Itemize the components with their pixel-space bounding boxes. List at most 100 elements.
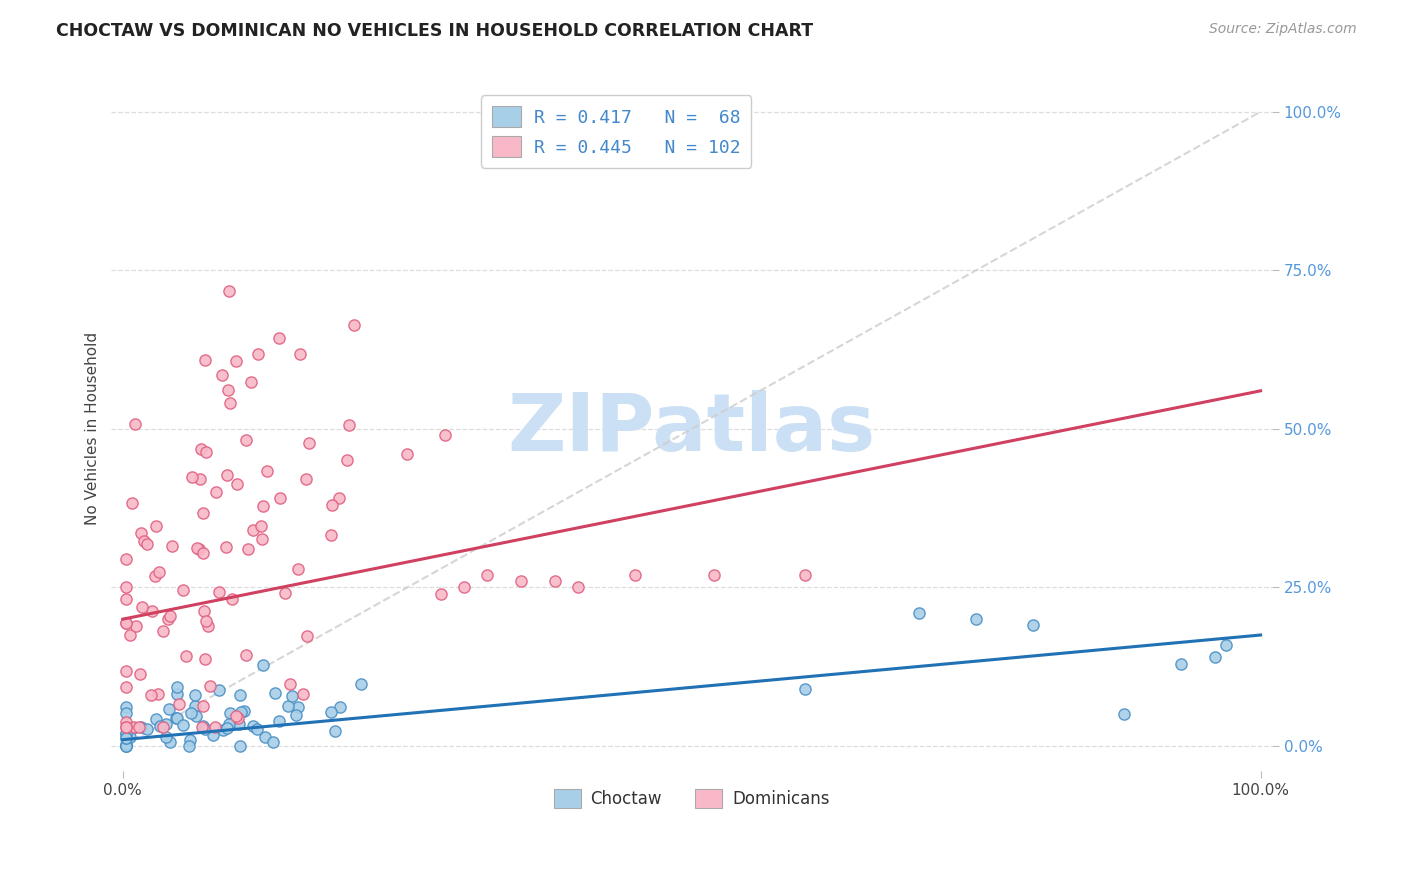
Point <box>122 721 145 735</box>
Point <box>336 453 359 467</box>
Point <box>115 664 138 678</box>
Point <box>115 551 138 566</box>
Point <box>794 681 817 696</box>
Point <box>115 720 138 734</box>
Point <box>298 436 321 450</box>
Point <box>273 586 295 600</box>
Point <box>284 708 307 723</box>
Legend: Choctaw, Dominicans: Choctaw, Dominicans <box>547 782 837 814</box>
Point <box>159 735 181 749</box>
Point <box>195 445 218 459</box>
Point <box>204 720 226 734</box>
Point <box>131 720 153 734</box>
Point <box>242 719 264 733</box>
Point <box>239 375 262 389</box>
Point <box>194 352 217 367</box>
Point <box>115 739 138 753</box>
Point <box>174 648 197 663</box>
Point <box>217 721 239 735</box>
Point <box>115 726 138 740</box>
Point <box>329 700 352 714</box>
Point <box>195 614 218 628</box>
Point <box>115 739 138 753</box>
Point <box>232 704 254 718</box>
Point <box>155 717 177 731</box>
Point <box>226 476 249 491</box>
Point <box>205 484 228 499</box>
Point <box>165 711 187 725</box>
Point <box>277 698 299 713</box>
Point <box>328 491 350 505</box>
Point <box>136 722 159 736</box>
Point <box>343 318 366 332</box>
Point <box>1112 707 1135 722</box>
Point <box>221 592 243 607</box>
Point <box>211 723 233 737</box>
Point <box>166 687 188 701</box>
Point <box>115 706 138 720</box>
Point <box>145 712 167 726</box>
Point <box>267 331 290 345</box>
Point <box>350 677 373 691</box>
Point <box>235 648 257 662</box>
Point <box>198 680 221 694</box>
Point <box>290 347 312 361</box>
Point <box>139 689 162 703</box>
Point <box>115 714 138 729</box>
Point <box>226 711 249 725</box>
Point <box>194 651 217 665</box>
Point <box>122 720 145 734</box>
Point <box>247 347 270 361</box>
Point <box>319 705 342 719</box>
Point <box>136 537 159 551</box>
Point <box>197 618 219 632</box>
Text: ZIPatlas: ZIPatlas <box>508 390 876 468</box>
Point <box>190 472 212 486</box>
Point <box>191 546 214 560</box>
Point <box>181 470 204 484</box>
Point <box>246 722 269 736</box>
Point <box>453 581 475 595</box>
Point <box>132 534 155 549</box>
Point <box>217 383 239 397</box>
Text: CHOCTAW VS DOMINICAN NO VEHICLES IN HOUSEHOLD CORRELATION CHART: CHOCTAW VS DOMINICAN NO VEHICLES IN HOUS… <box>56 22 813 40</box>
Point <box>184 699 207 714</box>
Point <box>124 417 146 432</box>
Point <box>115 592 138 607</box>
Point <box>143 569 166 583</box>
Point <box>131 599 153 614</box>
Point <box>193 604 215 618</box>
Point <box>179 732 201 747</box>
Point <box>291 687 314 701</box>
Y-axis label: No Vehicles in Household: No Vehicles in Household <box>86 333 100 525</box>
Point <box>215 468 238 483</box>
Point <box>115 720 138 734</box>
Point <box>225 354 247 368</box>
Point <box>262 735 284 749</box>
Point <box>235 433 257 447</box>
Point <box>222 712 245 726</box>
Point <box>295 629 318 643</box>
Point <box>172 582 194 597</box>
Point <box>191 719 214 733</box>
Point <box>125 619 148 633</box>
Point <box>567 581 589 595</box>
Point <box>120 628 142 642</box>
Point <box>231 705 253 719</box>
Point <box>115 726 138 740</box>
Point <box>228 716 250 731</box>
Point <box>269 491 291 505</box>
Point <box>208 683 231 698</box>
Point <box>149 719 172 733</box>
Point <box>191 699 214 714</box>
Point <box>256 464 278 478</box>
Point <box>623 567 645 582</box>
Point <box>155 730 177 744</box>
Point <box>152 624 174 639</box>
Point <box>191 506 214 520</box>
Point <box>252 658 274 673</box>
Point <box>115 737 138 751</box>
Point <box>166 680 188 694</box>
Point <box>434 428 457 442</box>
Point <box>236 542 259 557</box>
